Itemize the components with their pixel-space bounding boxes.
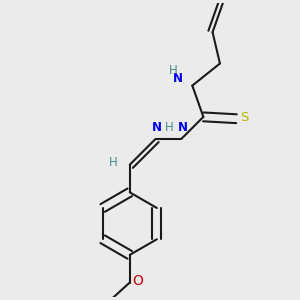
Text: H: H [109,156,118,170]
Text: S: S [240,112,249,124]
Text: N: N [152,121,162,134]
Text: O: O [132,274,143,288]
Text: H: H [169,64,178,76]
Text: N: N [178,121,188,134]
Text: N: N [173,73,183,85]
Text: H: H [165,121,174,134]
